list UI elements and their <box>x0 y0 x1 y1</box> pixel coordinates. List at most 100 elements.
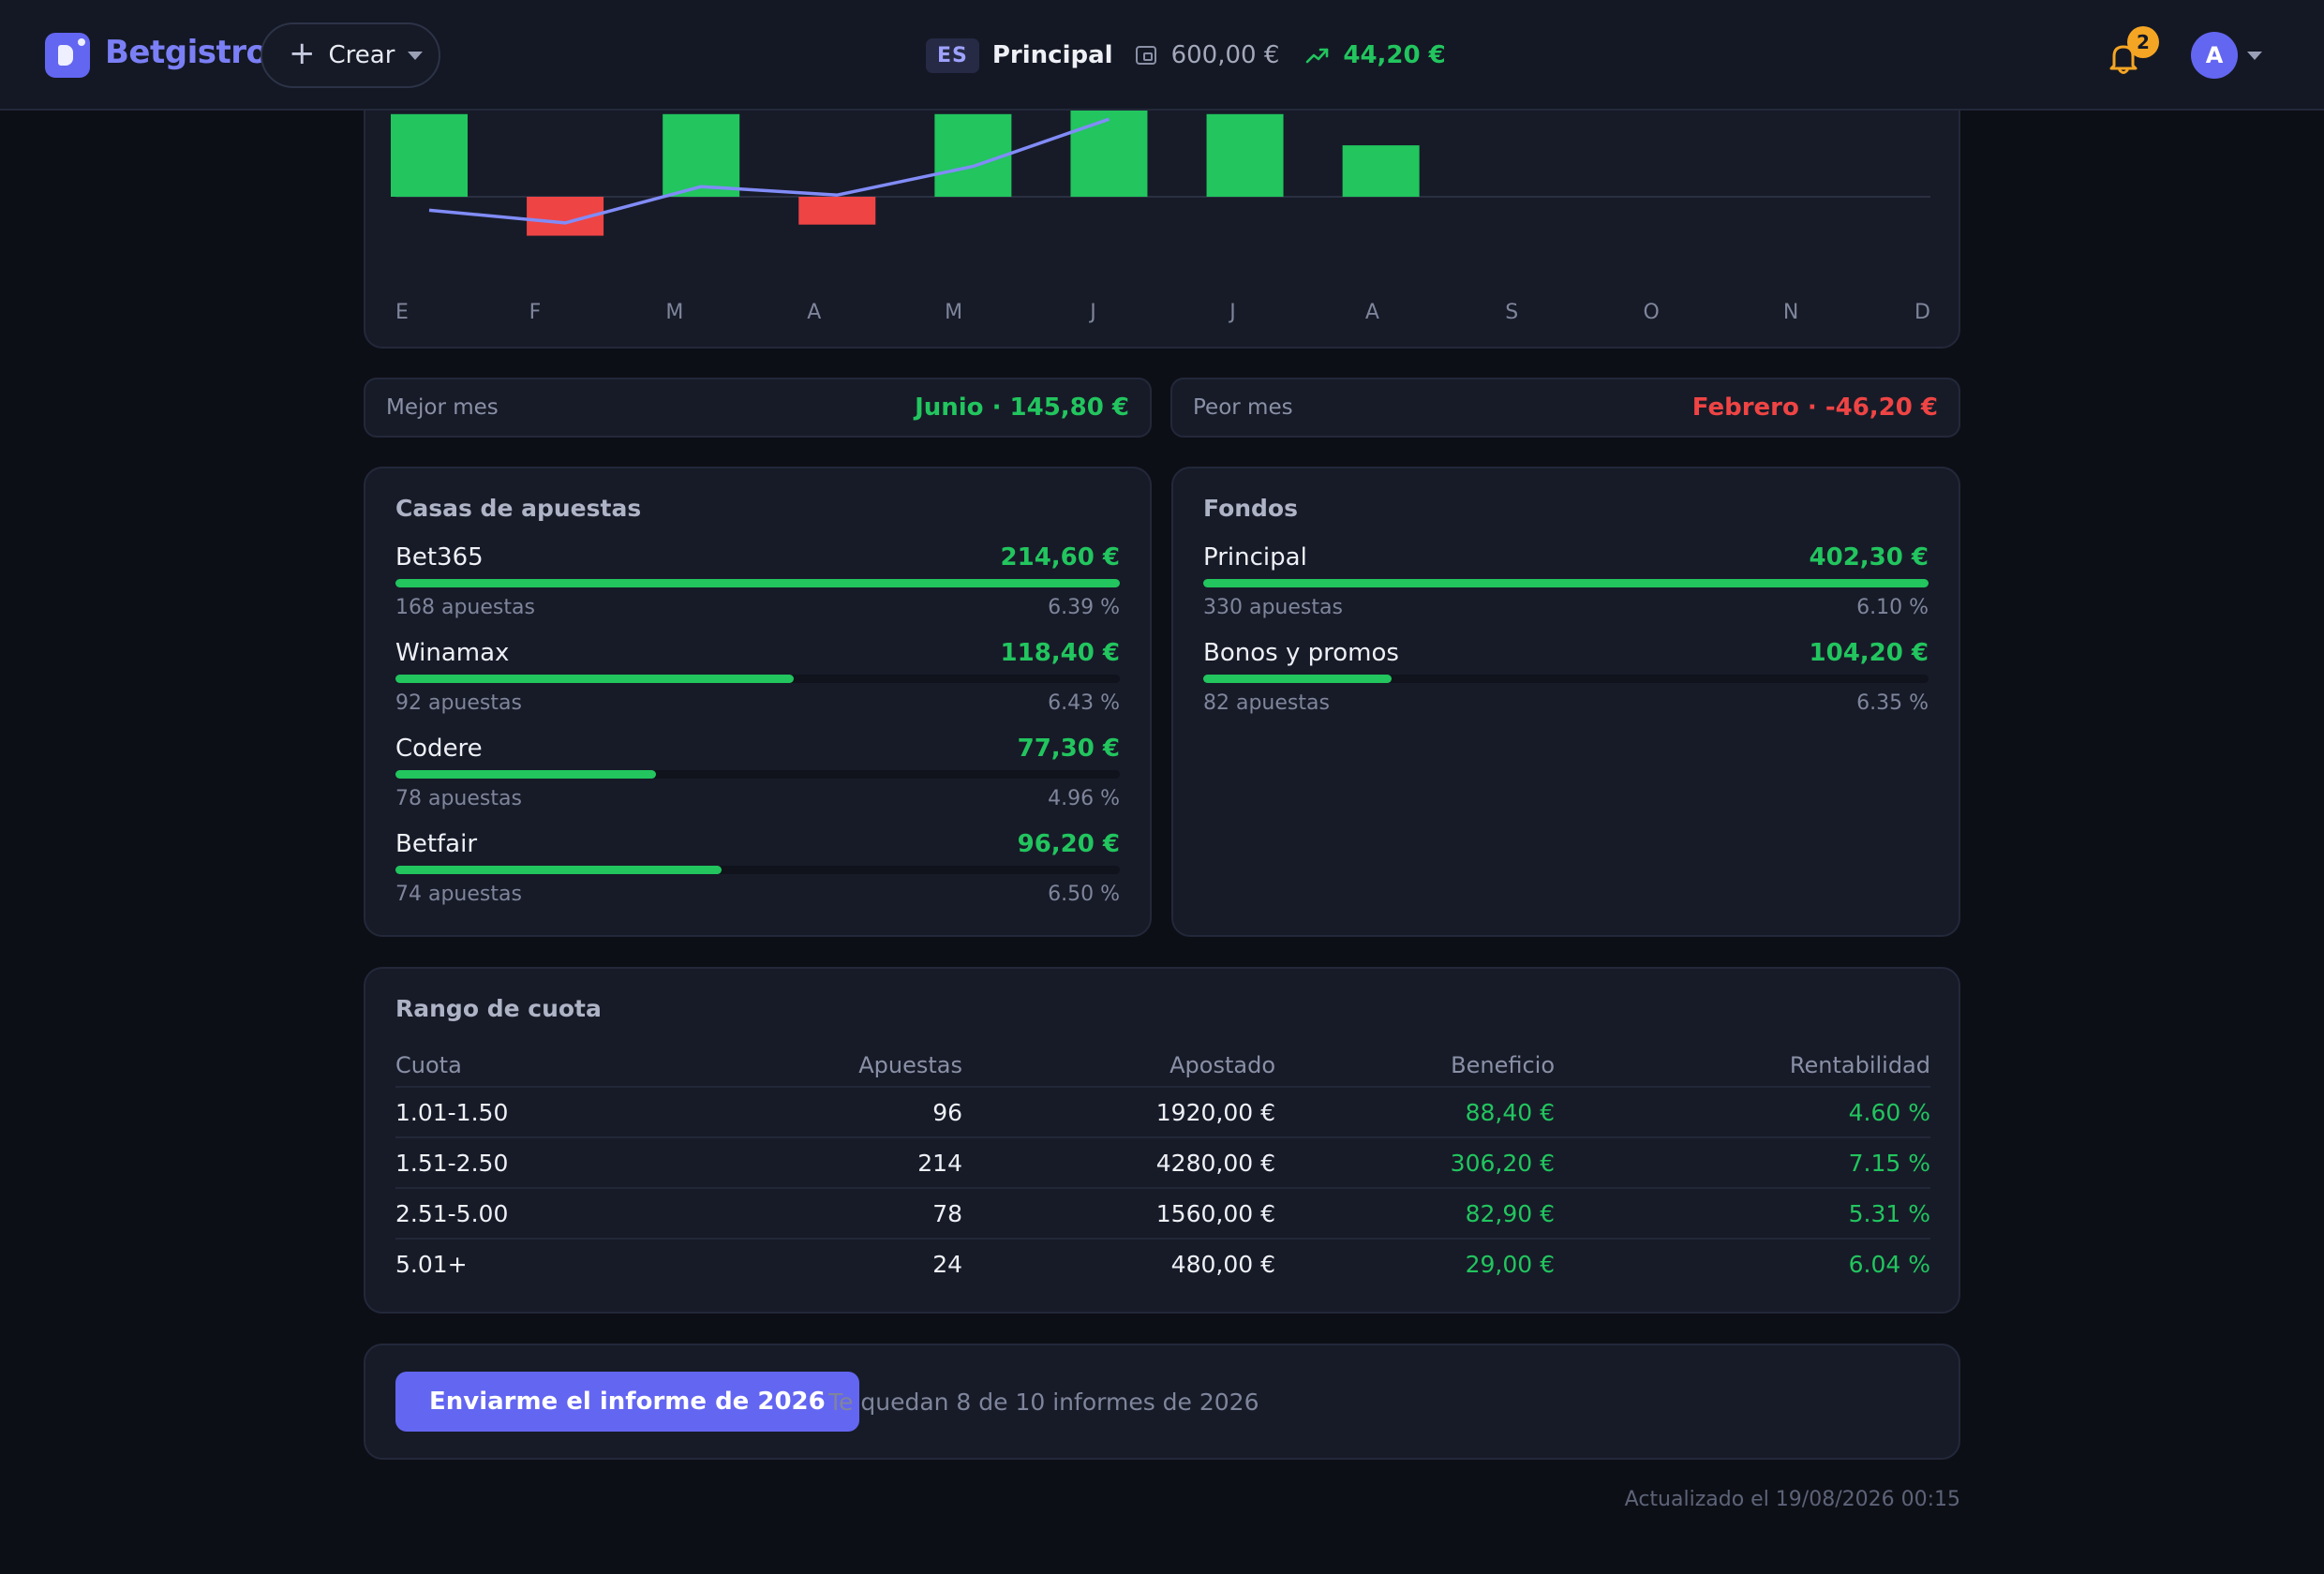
x-tick-label: M <box>665 301 683 324</box>
table-cell: 24 <box>932 1251 962 1278</box>
item-name: Bonos y promos <box>1203 639 1399 667</box>
x-tick-label: A <box>807 301 821 324</box>
funds-item[interactable]: Principal 402,30 € 330 apuestas 6.10 % <box>1203 543 1929 637</box>
progress-fill <box>395 675 795 683</box>
account-profit: 44,20 € <box>1343 41 1446 69</box>
chart-bar <box>934 113 1012 197</box>
worst-month-value: Febrero · -46,20 € <box>1691 394 1938 422</box>
x-tick-label: J <box>1228 301 1236 324</box>
item-yield: 4.96 % <box>1048 787 1120 810</box>
table-row[interactable]: 1.01-1.50 96 1920,00 €88,40 €4.60 % <box>395 1087 1930 1138</box>
table-row[interactable]: 2.51-5.00 78 1560,00 €82,90 €5.31 % <box>395 1188 1930 1240</box>
item-bet-count: 168 apuestas <box>395 596 535 619</box>
column-header: Beneficio <box>1275 1044 1555 1088</box>
bookmakers-item[interactable]: Codere 77,30 € 78 apuestas 4.96 % <box>395 735 1120 828</box>
table-cell: 1.01-1.50 <box>395 1087 620 1138</box>
table-cell: 5.01+ <box>395 1251 468 1278</box>
logo-icon[interactable] <box>45 33 90 78</box>
account-balance: 600,00 € <box>1170 41 1280 69</box>
account-selector[interactable]: ES Principal 600,00 € 44,20 € <box>926 36 1446 75</box>
x-tick-label: O <box>1644 301 1660 324</box>
progress-track <box>1203 675 1929 683</box>
table-cell: 480,00 € <box>1170 1251 1275 1278</box>
funds-item[interactable]: Bonos y promos 104,20 € 82 apuestas 6.35 % <box>1203 639 1929 733</box>
bookmakers-title: Casas de apuestas <box>395 495 642 522</box>
bookmakers-item[interactable]: Betfair 96,20 € 74 apuestas 6.50 % <box>395 830 1120 924</box>
column-header: Rentabilidad <box>1555 1044 1930 1088</box>
progress-track <box>395 675 1120 683</box>
table-cell: 4.60 % <box>1555 1087 1930 1138</box>
item-name: Bet365 <box>395 543 484 572</box>
report-card: Enviarme el informe de 2026 Te quedan 8 … <box>364 1344 1960 1460</box>
best-month-value: Junio · 145,80 € <box>915 394 1129 422</box>
x-tick-label: F <box>529 301 542 324</box>
account-name: Principal <box>991 41 1113 69</box>
bookmakers-item[interactable]: Bet365 214,60 € 168 apuestas 6.39 % <box>395 543 1120 637</box>
x-tick-label: D <box>1914 301 1930 324</box>
table-cell: 7.15 % <box>1555 1137 1930 1189</box>
create-label: Crear <box>328 41 395 69</box>
item-name: Winamax <box>395 639 510 667</box>
item-profit: 118,40 € <box>1000 639 1120 667</box>
x-tick-label: S <box>1505 301 1518 324</box>
column-header: Cuota <box>395 1044 620 1088</box>
table-cell: 306,20 € <box>1275 1137 1555 1189</box>
table-cell: 96 <box>620 1087 962 1138</box>
item-profit: 214,60 € <box>1000 543 1120 572</box>
best-month-card: Mejor mes Junio · 145,80 € <box>364 378 1152 438</box>
item-profit: 402,30 € <box>1809 543 1929 572</box>
bookmakers-card: Casas de apuestas Bet365 214,60 € 168 apue… <box>364 467 1152 937</box>
chart-bar <box>798 197 876 225</box>
progress-fill <box>395 770 657 779</box>
table-cell: 214 <box>620 1137 962 1189</box>
chart-bar <box>1206 113 1284 197</box>
item-bet-count: 78 apuestas <box>395 787 522 810</box>
x-tick-label: N <box>1783 301 1798 324</box>
x-tick-label: A <box>1365 301 1379 324</box>
best-month-label: Mejor mes <box>386 395 499 420</box>
worst-month-label: Peor mes <box>1193 395 1293 420</box>
bookmakers-item[interactable]: Winamax 118,40 € 92 apuestas 6.43 % <box>395 639 1120 733</box>
odds-range-card: Rango de cuota Cuota Apuestas Apostado Bene… <box>364 967 1960 1314</box>
item-yield: 6.35 % <box>1856 691 1929 715</box>
bell-icon[interactable] <box>2105 39 2142 77</box>
table-cell: 6.04 % <box>1848 1251 1930 1278</box>
chart-bar <box>1342 145 1420 197</box>
avatar-chevron-down-icon[interactable] <box>2247 52 2262 60</box>
column-header: Apuestas <box>620 1044 962 1088</box>
progress-track <box>1203 579 1929 587</box>
item-yield: 6.50 % <box>1048 883 1120 906</box>
progress-track <box>395 866 1120 874</box>
item-name: Codere <box>395 735 483 763</box>
table-cell: 29,00 € <box>1465 1251 1555 1278</box>
report-remaining-text: Te quedan 8 de 10 informes de 2026 <box>828 1388 1259 1416</box>
cumulative-line <box>428 117 1110 225</box>
funds-title: Fondos <box>1203 495 1298 522</box>
progress-track <box>395 579 1120 587</box>
last-updated-text: Actualizado el 19/08/2026 00:15 <box>1624 1488 1960 1511</box>
plus-icon: + <box>289 35 316 72</box>
table-cell: 88,40 € <box>1275 1087 1555 1138</box>
table-cell: 2.51-5.00 <box>395 1188 620 1240</box>
item-profit: 104,20 € <box>1809 639 1929 667</box>
brand-name[interactable]: Betgistro <box>105 34 268 71</box>
create-button[interactable]: + Crear <box>261 22 440 88</box>
item-yield: 6.39 % <box>1048 596 1120 619</box>
item-bet-count: 82 apuestas <box>1203 691 1330 715</box>
progress-fill <box>1203 675 1393 683</box>
item-bet-count: 330 apuestas <box>1203 596 1343 619</box>
send-report-button[interactable]: Enviarme el informe de 2026 <box>395 1372 859 1432</box>
chart-bar <box>663 113 740 197</box>
table-cell: 1.51-2.50 <box>395 1137 620 1189</box>
progress-track <box>395 770 1120 779</box>
progress-fill <box>395 579 1120 587</box>
odds-range-title: Rango de cuota <box>395 995 602 1022</box>
item-bet-count: 92 apuestas <box>395 691 522 715</box>
table-row[interactable]: 5.01+ 24 480,00 € 29,00 € 6.04 % <box>395 1239 1930 1289</box>
chevron-down-icon <box>408 51 424 60</box>
wallet-icon <box>1135 46 1156 65</box>
table-row[interactable]: 1.51-2.50 214 4280,00 €306,20 €7.15 % <box>395 1137 1930 1189</box>
avatar[interactable]: A <box>2191 32 2238 79</box>
table-cell: 4280,00 € <box>962 1137 1275 1189</box>
table-cell: 78 <box>620 1188 962 1240</box>
